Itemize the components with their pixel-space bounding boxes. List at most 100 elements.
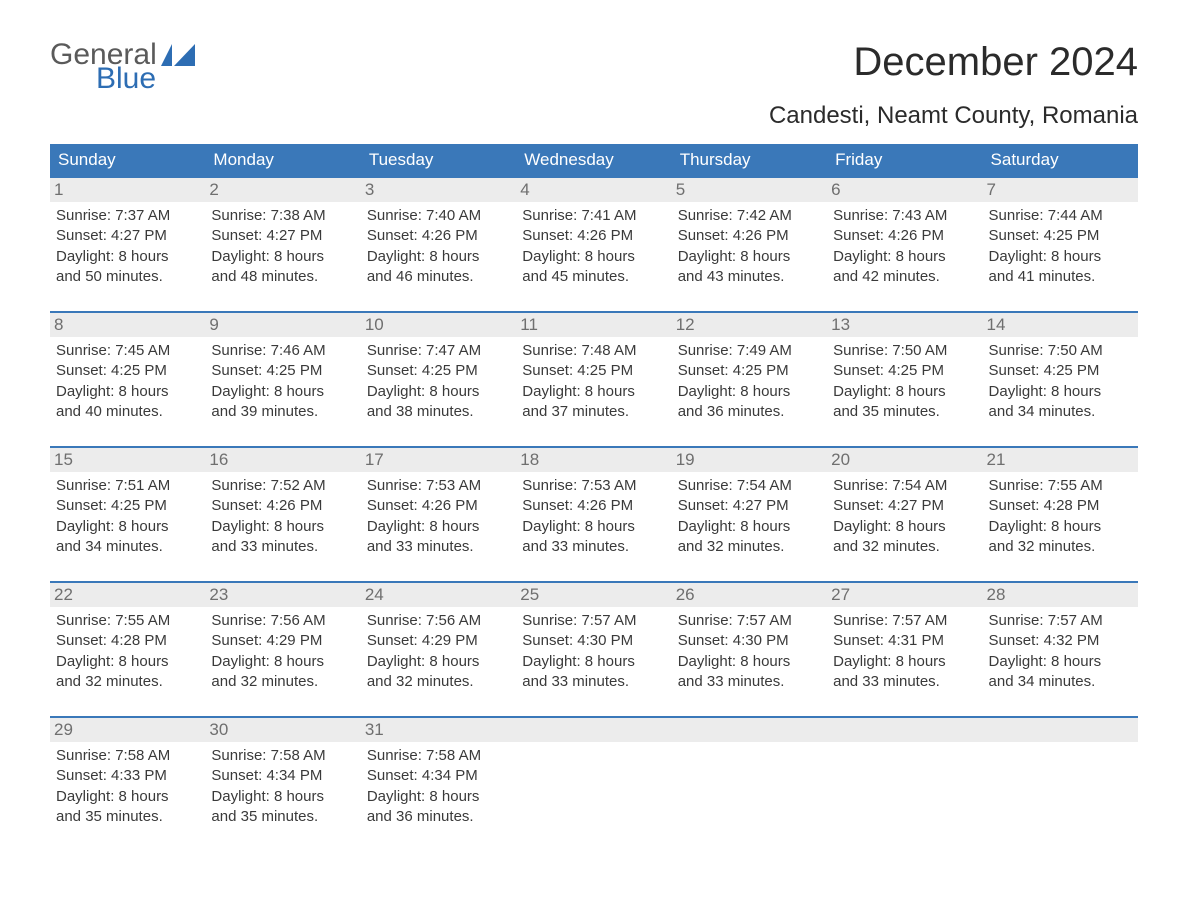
day-line: and 32 minutes. — [367, 672, 510, 692]
day-line: Sunrise: 7:53 AM — [522, 476, 665, 496]
page-title: December 2024 — [853, 40, 1138, 85]
day-line: Daylight: 8 hours — [678, 382, 821, 402]
day-number — [827, 718, 982, 742]
day-line: Daylight: 8 hours — [678, 652, 821, 672]
day-number: 24 — [361, 583, 516, 607]
day-number: 23 — [205, 583, 360, 607]
day-line: Daylight: 8 hours — [56, 787, 199, 807]
day-number: 4 — [516, 178, 671, 202]
day-details: Sunrise: 7:38 AMSunset: 4:27 PMDaylight:… — [205, 202, 360, 293]
day-data-row: Sunrise: 7:45 AMSunset: 4:25 PMDaylight:… — [50, 337, 1138, 428]
day-details: Sunrise: 7:58 AMSunset: 4:34 PMDaylight:… — [205, 742, 360, 833]
day-line: Sunrise: 7:54 AM — [833, 476, 976, 496]
day-details: Sunrise: 7:47 AMSunset: 4:25 PMDaylight:… — [361, 337, 516, 428]
day-number: 9 — [205, 313, 360, 337]
day-line: and 36 minutes. — [367, 807, 510, 827]
day-line: Daylight: 8 hours — [56, 247, 199, 267]
day-line: Daylight: 8 hours — [678, 517, 821, 537]
day-line: Sunset: 4:26 PM — [833, 226, 976, 246]
day-line: Daylight: 8 hours — [211, 652, 354, 672]
day-line: Sunset: 4:31 PM — [833, 631, 976, 651]
day-number: 1 — [50, 178, 205, 202]
day-line: Sunset: 4:29 PM — [211, 631, 354, 651]
day-number: 15 — [50, 448, 205, 472]
day-line: Sunrise: 7:44 AM — [989, 206, 1132, 226]
day-line: Sunrise: 7:37 AM — [56, 206, 199, 226]
day-line: Daylight: 8 hours — [989, 247, 1132, 267]
day-line: Daylight: 8 hours — [989, 652, 1132, 672]
day-details: Sunrise: 7:57 AMSunset: 4:31 PMDaylight:… — [827, 607, 982, 698]
day-line: Daylight: 8 hours — [989, 517, 1132, 537]
calendar-week: 22232425262728Sunrise: 7:55 AMSunset: 4:… — [50, 581, 1138, 698]
day-line: Daylight: 8 hours — [367, 247, 510, 267]
day-line: Sunset: 4:30 PM — [522, 631, 665, 651]
day-details: Sunrise: 7:56 AMSunset: 4:29 PMDaylight:… — [361, 607, 516, 698]
day-details: Sunrise: 7:53 AMSunset: 4:26 PMDaylight:… — [361, 472, 516, 563]
day-line: and 35 minutes. — [833, 402, 976, 422]
day-line: and 43 minutes. — [678, 267, 821, 287]
day-line: and 35 minutes. — [56, 807, 199, 827]
day-line: Sunset: 4:34 PM — [211, 766, 354, 786]
day-line: and 32 minutes. — [211, 672, 354, 692]
day-line: Sunset: 4:27 PM — [833, 496, 976, 516]
day-number: 7 — [983, 178, 1138, 202]
day-line: and 34 minutes. — [56, 537, 199, 557]
day-data-row: Sunrise: 7:55 AMSunset: 4:28 PMDaylight:… — [50, 607, 1138, 698]
day-line: Sunrise: 7:57 AM — [833, 611, 976, 631]
day-line: Daylight: 8 hours — [989, 382, 1132, 402]
day-details — [827, 742, 982, 833]
day-number: 16 — [205, 448, 360, 472]
dow-header-cell: Thursday — [672, 144, 827, 176]
day-line: Daylight: 8 hours — [522, 382, 665, 402]
day-number: 19 — [672, 448, 827, 472]
day-line: Sunrise: 7:41 AM — [522, 206, 665, 226]
day-number — [672, 718, 827, 742]
day-line: and 33 minutes. — [367, 537, 510, 557]
day-line: and 32 minutes. — [989, 537, 1132, 557]
day-line: Sunrise: 7:57 AM — [522, 611, 665, 631]
day-line: and 50 minutes. — [56, 267, 199, 287]
day-line: Sunrise: 7:54 AM — [678, 476, 821, 496]
day-line: and 33 minutes. — [522, 672, 665, 692]
day-line: and 33 minutes. — [522, 537, 665, 557]
day-number: 29 — [50, 718, 205, 742]
day-details: Sunrise: 7:54 AMSunset: 4:27 PMDaylight:… — [672, 472, 827, 563]
day-line: Daylight: 8 hours — [522, 247, 665, 267]
day-line: Sunset: 4:25 PM — [522, 361, 665, 381]
day-line: Sunrise: 7:45 AM — [56, 341, 199, 361]
day-details: Sunrise: 7:43 AMSunset: 4:26 PMDaylight:… — [827, 202, 982, 293]
dow-header-cell: Saturday — [983, 144, 1138, 176]
daynum-row: 293031 — [50, 718, 1138, 742]
day-line: Sunset: 4:25 PM — [989, 361, 1132, 381]
day-details: Sunrise: 7:58 AMSunset: 4:34 PMDaylight:… — [361, 742, 516, 833]
day-line: Daylight: 8 hours — [833, 517, 976, 537]
day-line: Sunset: 4:26 PM — [678, 226, 821, 246]
day-details: Sunrise: 7:58 AMSunset: 4:33 PMDaylight:… — [50, 742, 205, 833]
day-details: Sunrise: 7:45 AMSunset: 4:25 PMDaylight:… — [50, 337, 205, 428]
day-line: and 32 minutes. — [833, 537, 976, 557]
day-data-row: Sunrise: 7:51 AMSunset: 4:25 PMDaylight:… — [50, 472, 1138, 563]
logo-text-blue: Blue — [96, 64, 156, 94]
day-line: Sunset: 4:25 PM — [678, 361, 821, 381]
daynum-row: 1234567 — [50, 178, 1138, 202]
day-line: and 39 minutes. — [211, 402, 354, 422]
daynum-row: 15161718192021 — [50, 448, 1138, 472]
day-line: Sunset: 4:27 PM — [211, 226, 354, 246]
day-line: Sunrise: 7:56 AM — [367, 611, 510, 631]
day-line: and 34 minutes. — [989, 672, 1132, 692]
day-line: Sunset: 4:30 PM — [678, 631, 821, 651]
day-line: Sunset: 4:29 PM — [367, 631, 510, 651]
day-line: Sunrise: 7:42 AM — [678, 206, 821, 226]
day-line: Daylight: 8 hours — [367, 382, 510, 402]
day-line: Daylight: 8 hours — [833, 382, 976, 402]
day-line: Sunset: 4:26 PM — [211, 496, 354, 516]
day-details: Sunrise: 7:50 AMSunset: 4:25 PMDaylight:… — [983, 337, 1138, 428]
logo-flag-icon — [161, 44, 195, 66]
day-line: Sunset: 4:25 PM — [833, 361, 976, 381]
day-line: Daylight: 8 hours — [522, 517, 665, 537]
day-details: Sunrise: 7:55 AMSunset: 4:28 PMDaylight:… — [983, 472, 1138, 563]
day-number: 14 — [983, 313, 1138, 337]
day-number: 3 — [361, 178, 516, 202]
day-line: Sunrise: 7:43 AM — [833, 206, 976, 226]
day-line: and 34 minutes. — [989, 402, 1132, 422]
